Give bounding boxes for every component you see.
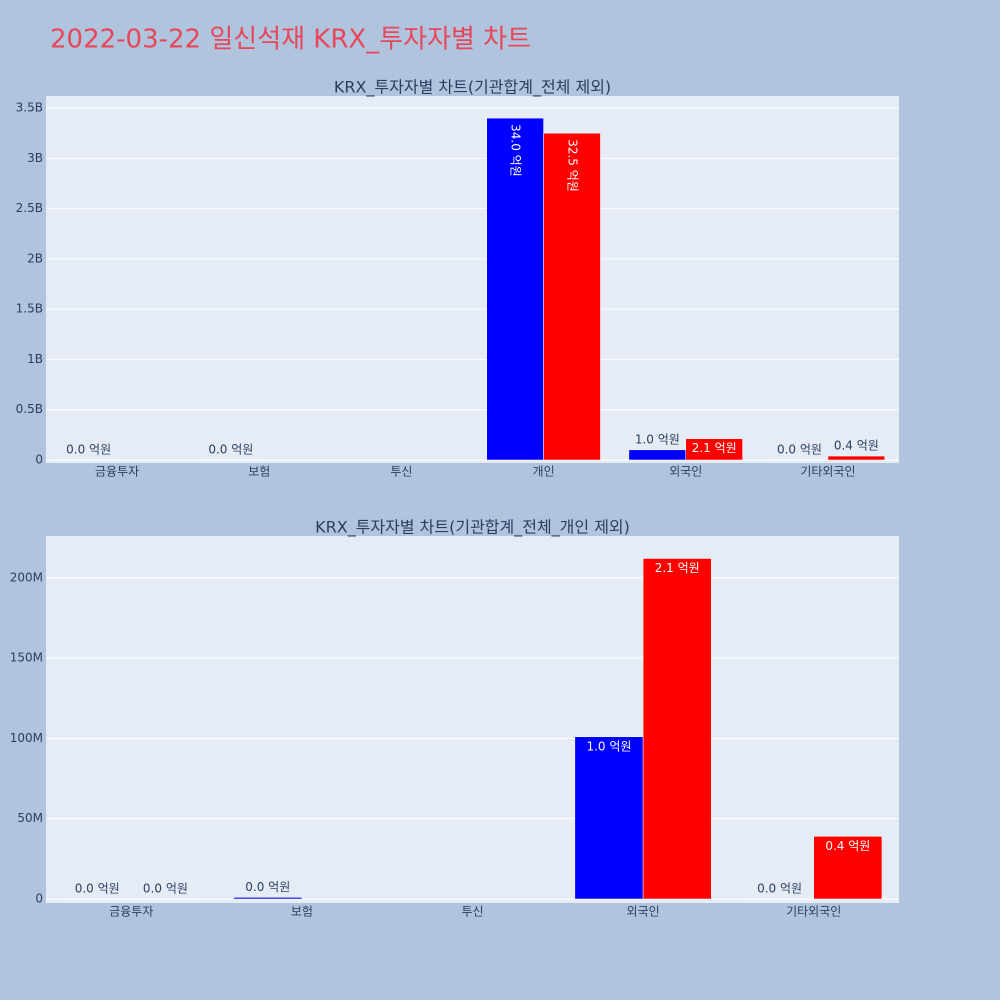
value-label: 0.0 억원 xyxy=(777,442,822,456)
y-tick-label: 0 xyxy=(35,891,43,905)
y-tick-label: 100M xyxy=(10,731,43,745)
x-tick-label: 외국인 xyxy=(627,905,660,919)
value-label: 32.5 억원 xyxy=(566,139,580,192)
x-tick-label: 금융투자 xyxy=(95,465,139,479)
value-label: 0.0 억원 xyxy=(75,881,120,895)
value-label: 0.0 억원 xyxy=(66,442,111,456)
value-label: 34.0 억원 xyxy=(509,124,523,177)
x-tick-label: 보험 xyxy=(248,465,270,479)
y-tick-label: 150M xyxy=(10,651,43,665)
plot-area xyxy=(46,536,899,903)
bar xyxy=(543,132,601,461)
value-label: 0.0 억원 xyxy=(208,442,253,456)
y-tick-label: 1B xyxy=(27,352,43,366)
value-label: 0.4 억원 xyxy=(834,439,879,453)
y-tick-label: 200M xyxy=(10,570,43,584)
y-tick-label: 3B xyxy=(27,151,43,165)
x-tick-label: 기타외국인 xyxy=(786,905,841,919)
bar xyxy=(642,558,712,900)
x-tick-label: 보험 xyxy=(291,905,313,919)
x-tick-label: 투신 xyxy=(390,465,412,479)
x-tick-label: 금융투자 xyxy=(109,905,153,919)
bar xyxy=(574,736,644,900)
bar xyxy=(202,459,260,461)
x-tick-label: 개인 xyxy=(533,465,555,479)
y-tick-label: 1.5B xyxy=(16,302,43,316)
value-label: 2.1 억원 xyxy=(692,441,737,455)
x-tick-label: 기타외국인 xyxy=(800,465,855,479)
bar xyxy=(813,836,883,900)
value-label: 0.0 억원 xyxy=(143,881,188,895)
bar xyxy=(233,897,303,900)
y-tick-label: 0.5B xyxy=(16,402,43,416)
page-title: 2022-03-22 일신석재 KRX_투자자별 차트 xyxy=(50,25,531,55)
y-tick-label: 2B xyxy=(27,251,43,265)
y-tick-label: 2.5B xyxy=(16,201,43,215)
value-label: 2.1 억원 xyxy=(655,561,700,575)
y-tick-label: 50M xyxy=(17,811,43,825)
x-tick-label: 외국인 xyxy=(669,465,702,479)
value-label: 0.4 억원 xyxy=(825,839,870,853)
value-label: 0.0 억원 xyxy=(245,880,290,894)
chart-title: KRX_투자자별 차트(기관합계_전체 제외) xyxy=(334,78,611,98)
bar xyxy=(745,898,814,900)
bar xyxy=(62,898,132,900)
value-label: 1.0 억원 xyxy=(635,432,680,446)
bar xyxy=(131,898,200,900)
x-tick-label: 투신 xyxy=(461,905,483,919)
value-label: 1.0 억원 xyxy=(586,739,631,753)
value-label: 0.0 억원 xyxy=(757,881,802,895)
bar xyxy=(628,449,687,461)
bar xyxy=(685,438,743,461)
bar xyxy=(59,459,118,461)
y-tick-label: 3.5B xyxy=(16,101,43,115)
bar xyxy=(770,459,829,461)
bar xyxy=(486,117,544,461)
y-tick-label: 0 xyxy=(35,452,43,466)
chart-title: KRX_투자자별 차트(기관합계_전체_개인 제외) xyxy=(315,518,630,538)
bar xyxy=(827,455,886,461)
plot-area xyxy=(46,96,899,463)
